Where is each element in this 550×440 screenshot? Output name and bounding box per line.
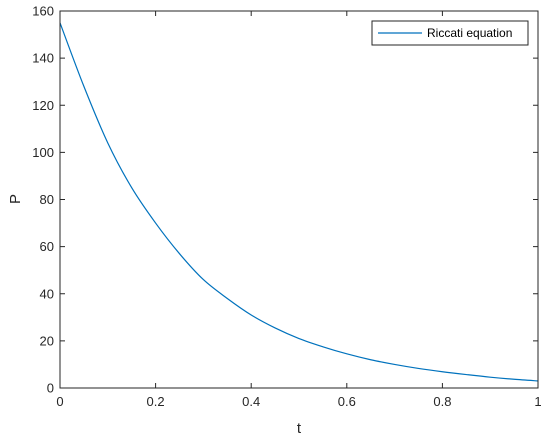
y-tick-label: 160 <box>32 4 54 19</box>
y-tick-label: 0 <box>47 381 54 396</box>
y-axis-label: P <box>7 194 24 204</box>
y-tick-label: 140 <box>32 51 54 66</box>
x-axis-label: t <box>297 420 302 437</box>
y-tick-label: 20 <box>40 333 54 348</box>
x-tick-label: 0.6 <box>338 394 356 409</box>
x-tick-label: 0.2 <box>147 394 165 409</box>
x-tick-label: 0 <box>56 394 63 409</box>
plot-frame <box>59 10 539 389</box>
y-tick-label: 120 <box>32 98 54 113</box>
x-tick-label: 1 <box>534 394 541 409</box>
legend-label: Riccati equation <box>427 26 512 40</box>
ticks-layer: 0 0.2 0.4 0.6 0.8 1 0 20 40 60 80 100 120 140 160 <box>32 4 541 410</box>
y-tick-label: 60 <box>40 239 54 254</box>
plot-background <box>60 11 538 388</box>
x-tick-label: 0.8 <box>433 394 451 409</box>
series-line <box>59 22 539 382</box>
legend: Riccati equation <box>371 20 529 46</box>
x-tick-label: 0.4 <box>242 394 260 409</box>
series-layer <box>59 22 539 382</box>
y-tick-label: 40 <box>40 286 54 301</box>
y-tick-label: 100 <box>32 145 54 160</box>
y-tick-label: 80 <box>40 192 54 207</box>
